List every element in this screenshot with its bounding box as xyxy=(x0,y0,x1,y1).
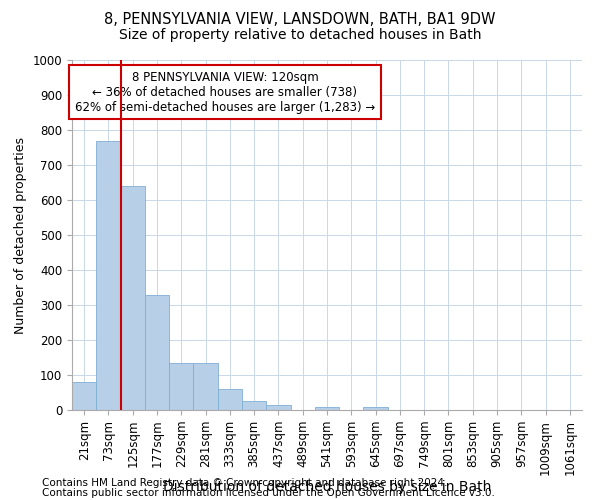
Bar xyxy=(242,401,266,410)
Bar xyxy=(266,405,290,410)
Bar xyxy=(169,363,193,410)
Bar xyxy=(72,382,96,410)
Bar xyxy=(315,406,339,410)
Text: 8 PENNSYLVANIA VIEW: 120sqm
← 36% of detached houses are smaller (738)
62% of se: 8 PENNSYLVANIA VIEW: 120sqm ← 36% of det… xyxy=(75,70,375,114)
Bar xyxy=(218,389,242,410)
Text: Contains HM Land Registry data © Crown copyright and database right 2024.: Contains HM Land Registry data © Crown c… xyxy=(42,478,448,488)
Text: Contains public sector information licensed under the Open Government Licence v3: Contains public sector information licen… xyxy=(42,488,495,498)
X-axis label: Distribution of detached houses by size in Bath: Distribution of detached houses by size … xyxy=(163,480,491,494)
Y-axis label: Number of detached properties: Number of detached properties xyxy=(14,136,27,334)
Bar xyxy=(121,186,145,410)
Text: 8, PENNSYLVANIA VIEW, LANSDOWN, BATH, BA1 9DW: 8, PENNSYLVANIA VIEW, LANSDOWN, BATH, BA… xyxy=(104,12,496,28)
Bar xyxy=(364,406,388,410)
Bar xyxy=(96,140,121,410)
Bar xyxy=(193,363,218,410)
Bar xyxy=(145,294,169,410)
Text: Size of property relative to detached houses in Bath: Size of property relative to detached ho… xyxy=(119,28,481,42)
